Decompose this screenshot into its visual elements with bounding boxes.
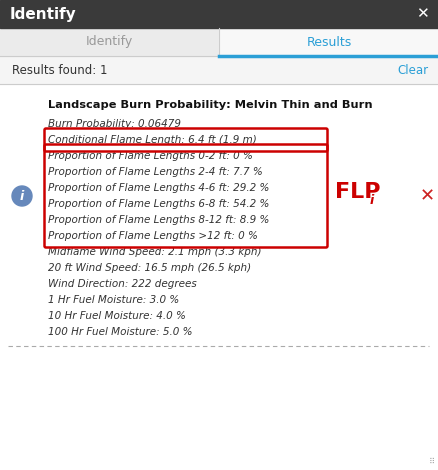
Text: Proportion of Flame Lengths 0-2 ft: 0 %: Proportion of Flame Lengths 0-2 ft: 0 %	[48, 151, 252, 161]
Text: Proportion of Flame Lengths 4-6 ft: 29.2 %: Proportion of Flame Lengths 4-6 ft: 29.2…	[48, 183, 269, 193]
Text: Identify: Identify	[10, 7, 77, 22]
Text: 1 Hr Fuel Moisture: 3.0 %: 1 Hr Fuel Moisture: 3.0 %	[48, 295, 179, 305]
Text: i: i	[20, 189, 24, 203]
Text: ⠿: ⠿	[428, 457, 434, 466]
Text: 100 Hr Fuel Moisture: 5.0 %: 100 Hr Fuel Moisture: 5.0 %	[48, 327, 192, 337]
Text: Results: Results	[306, 36, 351, 48]
Text: Proportion of Flame Lengths 8-12 ft: 8.9 %: Proportion of Flame Lengths 8-12 ft: 8.9…	[48, 215, 269, 225]
Text: ✕: ✕	[418, 187, 434, 205]
Text: 20 ft Wind Speed: 16.5 mph (26.5 kph): 20 ft Wind Speed: 16.5 mph (26.5 kph)	[48, 263, 251, 273]
Text: Proportion of Flame Lengths 6-8 ft: 54.2 %: Proportion of Flame Lengths 6-8 ft: 54.2…	[48, 199, 269, 209]
Bar	[0, 0, 438, 28]
Text: ✕: ✕	[415, 7, 428, 22]
Text: Proportion of Flame Lengths 2-4 ft: 7.7 %: Proportion of Flame Lengths 2-4 ft: 7.7 …	[48, 167, 262, 177]
Text: Identify: Identify	[85, 36, 132, 48]
Text: 10 Hr Fuel Moisture: 4.0 %: 10 Hr Fuel Moisture: 4.0 %	[48, 311, 185, 321]
Bar	[219, 28, 438, 56]
Text: Clear: Clear	[397, 63, 428, 77]
Text: FLP: FLP	[334, 182, 380, 202]
Text: Results found: 1: Results found: 1	[12, 63, 107, 77]
Text: Midflame Wind Speed: 2.1 mph (3.3 kph): Midflame Wind Speed: 2.1 mph (3.3 kph)	[48, 247, 261, 257]
Text: Landscape Burn Probability: Melvin Thin and Burn: Landscape Burn Probability: Melvin Thin …	[48, 100, 372, 110]
Text: Wind Direction: 222 degrees: Wind Direction: 222 degrees	[48, 279, 196, 289]
Text: Conditional Flame Length: 6.4 ft (1.9 m): Conditional Flame Length: 6.4 ft (1.9 m)	[48, 135, 256, 145]
Bar	[0, 28, 219, 56]
Bar	[0, 56, 438, 84]
Circle shape	[12, 186, 32, 206]
Text: i: i	[369, 194, 374, 206]
Text: Proportion of Flame Lengths >12 ft: 0 %: Proportion of Flame Lengths >12 ft: 0 %	[48, 231, 257, 241]
Text: Burn Probability: 0.06479: Burn Probability: 0.06479	[48, 119, 180, 129]
